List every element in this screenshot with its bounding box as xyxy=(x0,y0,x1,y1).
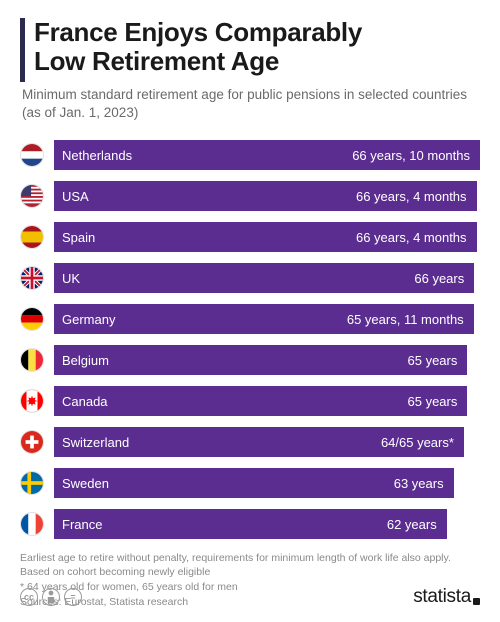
value-label: 64/65 years* xyxy=(381,435,454,450)
statista-logo: statista xyxy=(413,586,480,608)
logo-text: statista xyxy=(413,586,471,608)
country-label: Netherlands xyxy=(62,148,132,163)
bar-row: Sweden 63 years xyxy=(20,465,480,502)
value-label: 65 years xyxy=(408,353,458,368)
flag-icon-uk xyxy=(20,266,44,290)
title-accent-bar xyxy=(20,18,25,82)
bar: UK 66 years xyxy=(54,263,474,293)
license-icons: cc = xyxy=(20,588,82,606)
bar-row: Canada 65 years xyxy=(20,383,480,420)
bar: Belgium 65 years xyxy=(54,345,467,375)
flag-icon-se xyxy=(20,471,44,495)
chart-title: France Enjoys Comparably Low Retirement … xyxy=(34,18,480,76)
title-line-1: France Enjoys Comparably xyxy=(34,17,362,47)
by-icon xyxy=(42,588,60,606)
nd-icon: = xyxy=(64,588,82,606)
note-line-1: Earliest age to retire without penalty, … xyxy=(20,552,451,579)
country-label: Switzerland xyxy=(62,435,129,450)
value-label: 62 years xyxy=(387,517,437,532)
bar: Netherlands 66 years, 10 months xyxy=(54,140,480,170)
flag-icon-ca xyxy=(20,389,44,413)
value-label: 66 years, 10 months xyxy=(352,148,470,163)
title-line-2: Low Retirement Age xyxy=(34,46,279,76)
bar: Canada 65 years xyxy=(54,386,467,416)
country-label: Belgium xyxy=(62,353,109,368)
country-label: USA xyxy=(62,189,89,204)
bar: France 62 years xyxy=(54,509,447,539)
bar-row: Switzerland 64/65 years* xyxy=(20,424,480,461)
flag-icon-fr xyxy=(20,512,44,536)
country-label: Germany xyxy=(62,312,115,327)
bar-row: France 62 years xyxy=(20,506,480,543)
logo-dot-icon xyxy=(473,598,480,605)
flag-icon-es xyxy=(20,225,44,249)
bar-row: Spain 66 years, 4 months xyxy=(20,219,480,256)
bar: Germany 65 years, 11 months xyxy=(54,304,474,334)
flag-icon-us xyxy=(20,184,44,208)
bar-row: Germany 65 years, 11 months xyxy=(20,301,480,338)
country-label: France xyxy=(62,517,102,532)
bar-row: UK 66 years xyxy=(20,260,480,297)
country-label: Canada xyxy=(62,394,108,409)
value-label: 66 years, 4 months xyxy=(356,230,467,245)
bar-row: Belgium 65 years xyxy=(20,342,480,379)
flag-icon-be xyxy=(20,348,44,372)
value-label: 63 years xyxy=(394,476,444,491)
bar: Spain 66 years, 4 months xyxy=(54,222,477,252)
value-label: 66 years, 4 months xyxy=(356,189,467,204)
country-label: Spain xyxy=(62,230,95,245)
country-label: UK xyxy=(62,271,80,286)
flag-icon-nl xyxy=(20,143,44,167)
flag-icon-ch xyxy=(20,430,44,454)
bar-row: USA 66 years, 4 months xyxy=(20,178,480,215)
bar-row: Netherlands 66 years, 10 months xyxy=(20,137,480,174)
value-label: 66 years xyxy=(414,271,464,286)
footer: cc = statista xyxy=(20,586,480,608)
bar: USA 66 years, 4 months xyxy=(54,181,477,211)
bar: Switzerland 64/65 years* xyxy=(54,427,464,457)
value-label: 65 years xyxy=(408,394,458,409)
flag-icon-de xyxy=(20,307,44,331)
value-label: 65 years, 11 months xyxy=(347,312,464,327)
cc-icon: cc xyxy=(20,588,38,606)
chart-subtitle: Minimum standard retirement age for publ… xyxy=(22,86,480,122)
bar-chart: Netherlands 66 years, 10 months USA 66 year… xyxy=(20,137,480,543)
country-label: Sweden xyxy=(62,476,109,491)
bar: Sweden 63 years xyxy=(54,468,454,498)
